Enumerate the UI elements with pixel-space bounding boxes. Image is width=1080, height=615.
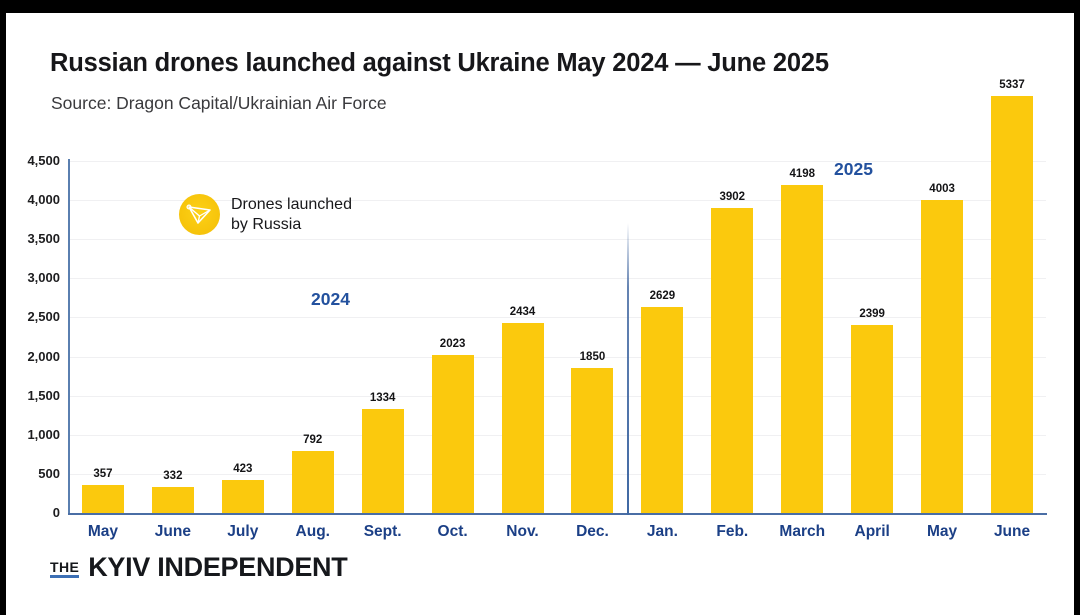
- bar-series: 357 332 423 792 1334 2023 2434 1850 2629 3902 4198…: [68, 79, 1047, 513]
- y-axis-line: [68, 159, 70, 515]
- bar[interactable]: [711, 207, 754, 513]
- bar-slot: 2023: [418, 161, 488, 513]
- x-axis-tick-label: April: [854, 523, 890, 540]
- bar[interactable]: [221, 479, 264, 513]
- kyiv-independent-logo[interactable]: THE KYIV INDEPENDENT: [50, 552, 348, 582]
- bar-value-label: 1334: [369, 391, 396, 404]
- gridline: [68, 356, 1046, 358]
- gridline: [68, 161, 1046, 162]
- bar[interactable]: [851, 325, 894, 513]
- legend-label: Drones launched by Russia: [231, 195, 352, 233]
- gridline: [68, 473, 1046, 475]
- x-axis-tick-label: Jan.: [646, 523, 678, 540]
- x-axis-tick-label: May: [927, 523, 958, 540]
- gridline: [68, 434, 1046, 436]
- x-axis-tick-label: Sept.: [363, 523, 402, 540]
- x-axis-tick-label: March: [779, 523, 826, 540]
- bar-value-label: 1850: [579, 351, 606, 364]
- y-axis-tick-labels: 4,500 4,000 3,500 3,000 2,500 2,000 1,500 1,000…: [6, 153, 60, 520]
- bar[interactable]: [151, 487, 194, 513]
- gridlines: [68, 161, 1046, 513]
- x-axis-tick-label: June: [993, 523, 1031, 540]
- x-axis-tick-label: Nov.: [506, 523, 539, 540]
- bar-value-label: 2629: [649, 290, 676, 303]
- chart-source-note: Source: Dragon Capital/Ukrainian Air For…: [51, 93, 387, 113]
- bar-slot: 792: [278, 161, 348, 513]
- bar[interactable]: [921, 199, 964, 513]
- bar-slot: 5337: [977, 79, 1047, 513]
- bar-value-label: 423: [233, 462, 253, 475]
- bar-slot: 2629: [627, 161, 697, 513]
- bar-value-label: 2434: [509, 305, 536, 318]
- logo-the-text: THE: [50, 560, 80, 578]
- bar[interactable]: [81, 485, 124, 513]
- plot-area: [68, 161, 1046, 513]
- gridline: [68, 200, 1046, 202]
- gridline: [68, 395, 1046, 397]
- gridline: [68, 239, 1046, 241]
- bar[interactable]: [781, 184, 824, 513]
- bar[interactable]: [291, 451, 334, 513]
- bar-value-label: 4003: [929, 182, 955, 195]
- y-axis-tick-label: 3,500: [27, 231, 60, 247]
- x-axis-tick-label: June: [154, 523, 191, 540]
- y-axis-tick-label: 0: [52, 505, 60, 520]
- x-axis-tick-label: May: [87, 523, 119, 540]
- x-axis-tick-label: Aug.: [295, 523, 330, 540]
- logo-name-text: KYIV INDEPENDENT: [88, 552, 348, 582]
- y-axis-tick-label: 1,500: [27, 387, 60, 403]
- bar[interactable]: [991, 95, 1034, 513]
- x-axis-tick-label: Oct.: [437, 523, 468, 540]
- annotation-year-2025: 2025: [834, 159, 873, 179]
- bar-slot: 4198: [767, 161, 837, 513]
- bar[interactable]: [641, 307, 684, 513]
- bar-slot: 2399: [837, 161, 907, 513]
- bar-value-label: 5337: [999, 78, 1025, 91]
- bar-value-label: 2399: [859, 308, 885, 321]
- bar-slot: 1334: [348, 161, 418, 513]
- bar-slot: 423: [208, 161, 278, 513]
- bar-value-label: 332: [163, 470, 183, 483]
- chart-legend: Drones launched by Russia: [179, 194, 352, 235]
- gridline: [68, 317, 1046, 319]
- x-axis-line: [68, 513, 1047, 515]
- bar[interactable]: [571, 368, 614, 513]
- bar-slot: 4003: [907, 161, 977, 513]
- y-axis-tick-label: 3,000: [27, 270, 60, 286]
- bar-slot: 357: [68, 161, 138, 513]
- drone-icon: [179, 194, 220, 235]
- bar-value-label: 2023: [439, 337, 466, 350]
- letterbox-bar-top: [0, 0, 1080, 13]
- x-axis-tick-label: Dec.: [576, 523, 609, 540]
- bar-value-label: 792: [303, 434, 323, 447]
- y-axis-tick-label: 2,000: [27, 348, 60, 364]
- bar-slot: 1850: [558, 161, 628, 513]
- chart-canvas: Russian drones launched against Ukraine …: [6, 13, 1074, 615]
- bar-value-label: 4198: [789, 167, 816, 180]
- bar-slot: 2434: [488, 161, 558, 513]
- y-axis-tick-label: 4,000: [27, 192, 60, 208]
- bar[interactable]: [361, 408, 404, 513]
- gridline: [68, 278, 1046, 280]
- bar-value-label: 357: [93, 468, 113, 481]
- y-axis-tick-label: 4,500: [27, 153, 60, 168]
- y-axis-tick-label: 2,500: [27, 309, 60, 325]
- bar-value-label: 3902: [719, 190, 746, 203]
- year-divider-line: [627, 223, 630, 515]
- page-title: Russian drones launched against Ukraine …: [50, 49, 829, 77]
- y-axis-tick-label: 1,000: [27, 426, 60, 442]
- bar-slot: 3902: [697, 161, 767, 513]
- bar[interactable]: [501, 322, 544, 513]
- x-axis-tick-label: Feb.: [716, 523, 749, 540]
- y-axis-tick-label: 500: [38, 465, 60, 481]
- bar[interactable]: [431, 354, 474, 513]
- annotation-year-2024: 2024: [311, 289, 350, 309]
- x-axis-tick-label: July: [227, 523, 259, 540]
- bar-slot: 332: [138, 161, 208, 513]
